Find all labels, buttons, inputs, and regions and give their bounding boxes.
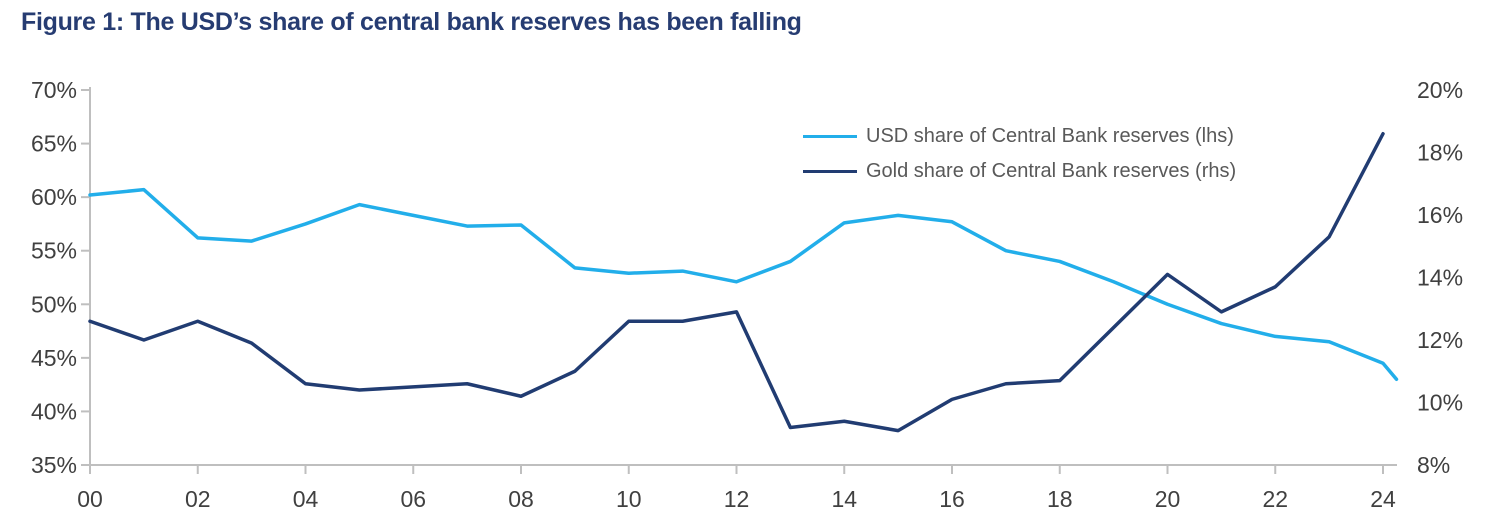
usd-share-line	[88, 187, 1399, 382]
usd-line-swatch-icon	[803, 134, 857, 138]
y-axis-left-label: 55%	[31, 238, 77, 264]
y-axis-right-label: 18%	[1417, 140, 1463, 166]
x-axis-label: 14	[831, 486, 857, 512]
gold-share-line	[88, 132, 1385, 433]
x-axis-label: 08	[508, 486, 534, 512]
y-axis-left-label: 65%	[31, 131, 77, 157]
y-axis-right-label: 8%	[1417, 452, 1450, 478]
y-axis-left-label: 35%	[31, 452, 77, 478]
x-axis-label: 20	[1155, 486, 1181, 512]
y-axis-right-label: 20%	[1417, 77, 1463, 103]
legend-label-usd: USD share of Central Bank reserves (lhs)	[866, 124, 1234, 147]
y-axis-left-label: 50%	[31, 291, 77, 317]
x-axis-label: 04	[293, 486, 319, 512]
x-axis-label: 02	[185, 486, 211, 512]
x-axis-label: 24	[1370, 486, 1396, 512]
legend-label-gold: Gold share of Central Bank reserves (rhs…	[866, 159, 1237, 182]
x-axis-label: 16	[939, 486, 965, 512]
y-axis-left-label: 60%	[31, 184, 77, 210]
y-axis-right-label: 14%	[1417, 265, 1463, 291]
y-axis-right-label: 12%	[1417, 327, 1463, 353]
x-axis-label: 00	[77, 486, 103, 512]
legend-item-usd: USD share of Central Bank reserves (lhs)	[803, 125, 1234, 147]
legend-item-gold: Gold share of Central Bank reserves (rhs…	[803, 160, 1236, 182]
figure-title: Figure 1: The USD’s share of central ban…	[21, 8, 802, 36]
y-axis-left-label: 45%	[31, 345, 77, 371]
y-axis-left-label: 70%	[31, 77, 77, 103]
y-axis-left-label: 40%	[31, 398, 77, 424]
x-axis-label: 22	[1262, 486, 1288, 512]
x-axis-label: 18	[1047, 486, 1073, 512]
gold-line-swatch-icon	[803, 169, 857, 173]
y-axis-right-label: 10%	[1417, 390, 1463, 416]
x-axis-label: 10	[616, 486, 642, 512]
y-axis-right-label: 16%	[1417, 202, 1463, 228]
x-axis-label: 06	[400, 486, 426, 512]
x-axis-label: 12	[724, 486, 750, 512]
